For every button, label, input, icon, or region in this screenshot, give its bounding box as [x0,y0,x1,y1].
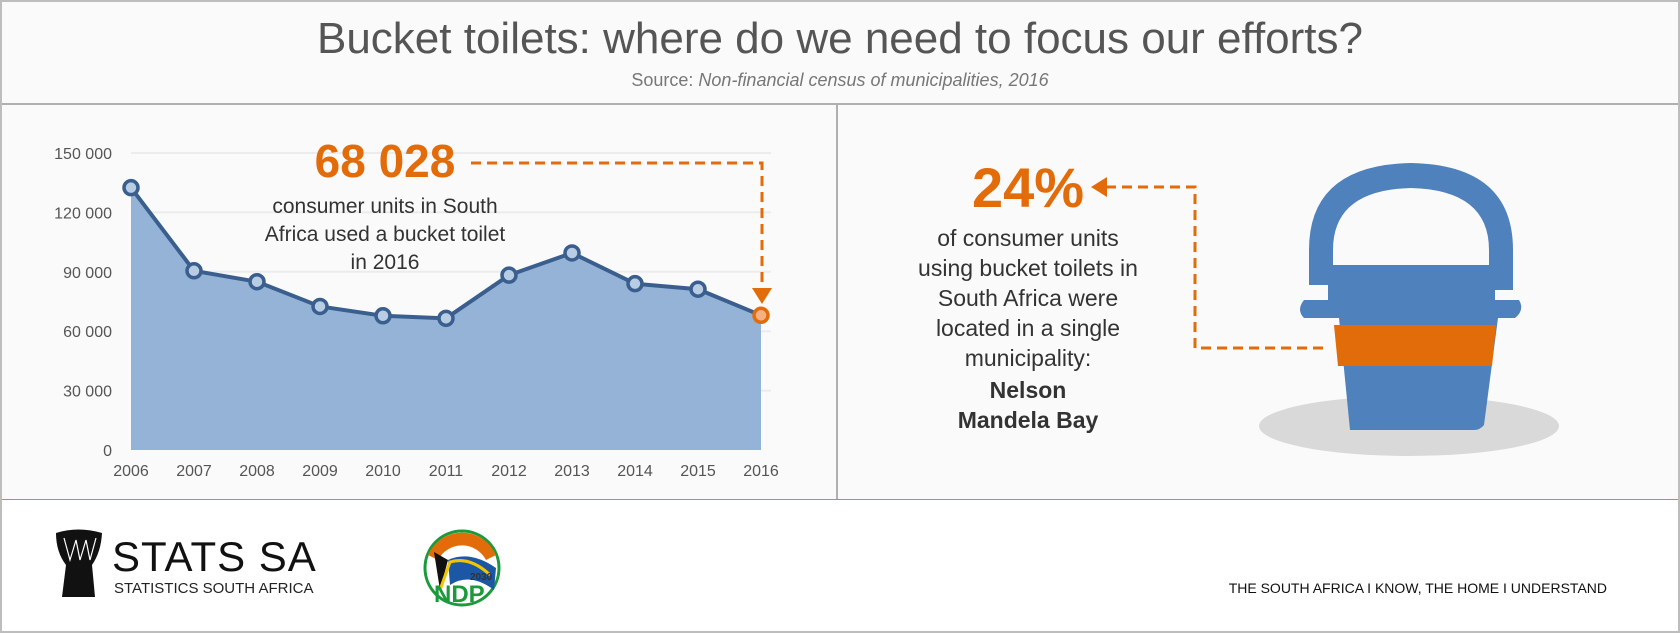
data-point [752,306,770,325]
y-tick-label: 90 000 [63,265,112,282]
tagline: THE SOUTH AFRICA I KNOW, THE HOME I UNDE… [1228,580,1607,596]
dashed-connector [471,161,764,290]
data-point [626,274,644,293]
page-title: Bucket toilets: where do we need to focu… [316,14,1363,63]
description-line: municipality: [964,345,1092,371]
arrow-down-icon [752,288,772,304]
arrow-left-icon [1091,177,1107,197]
description-line: using bucket toilets in [918,255,1138,281]
data-point [311,297,329,316]
source-text: Non-financial census of municipalities, … [698,70,1049,90]
y-tick-label: 0 [103,443,112,460]
footer-divider [2,499,1678,500]
share-percentage-value: 24% [971,156,1085,219]
callout-arrow-right [1091,177,1323,350]
data-point [563,244,581,262]
x-tick-label: 2009 [302,463,338,480]
description-line: in 2016 [350,251,420,274]
data-points [122,178,770,328]
description-line: South Africa were [937,285,1119,311]
data-point [374,307,392,325]
x-tick-label: 2013 [554,463,590,480]
data-point [500,266,518,284]
footer [2,500,1678,631]
panel-divider [836,105,838,500]
data-point [689,280,707,298]
stats-sa-subtext: STATISTICS SOUTH AFRICA [114,580,314,597]
callout-arrow-left [471,161,772,304]
stats-sa-logo-text: STATS SA [112,533,317,580]
description-line: located in a single [935,315,1121,341]
description-line: Africa used a bucket toilet [264,223,506,246]
x-tick-label: 2007 [176,463,212,480]
share-description: of consumer units using bucket toilets i… [878,223,1178,435]
y-axis-labels: 0 30 000 60 000 90 000 120 000 150 000 [54,146,112,460]
x-tick-label: 2008 [239,463,275,480]
bucket-band [1334,325,1496,366]
x-tick-label: 2006 [113,463,149,480]
total-units-description: consumer units in South Africa used a bu… [230,193,540,277]
x-tick-label: 2010 [365,463,401,480]
data-point [437,309,455,328]
data-point [248,272,266,291]
municipality-name: Nelson [989,377,1067,403]
data-point [185,262,203,280]
header-divider [2,103,1678,105]
x-axis-labels: 2006 2007 2008 2009 2010 2011 2012 2013 2014 2015… [113,463,779,480]
x-tick-label: 2016 [743,463,779,480]
source-line: Source: Non-financial census of municipa… [0,70,1680,91]
description-line: of consumer units [937,225,1119,251]
x-tick-label: 2012 [491,463,527,480]
x-tick-label: 2014 [617,463,653,480]
bucket-icon [1259,163,1559,456]
data-point [122,178,140,197]
source-label: Source: [631,70,699,90]
municipality-name: Mandela Bay [957,407,1099,433]
y-tick-label: 150 000 [54,146,112,163]
y-tick-label: 60 000 [63,324,112,341]
y-tick-label: 30 000 [63,384,112,401]
dashed-connector [1105,185,1323,350]
bucket-handle [1309,163,1513,290]
y-tick-label: 120 000 [54,205,112,222]
x-tick-label: 2011 [429,463,464,480]
description-line: consumer units in South [272,195,498,218]
total-units-value: 68 028 [314,135,456,187]
x-tick-label: 2015 [680,463,716,480]
